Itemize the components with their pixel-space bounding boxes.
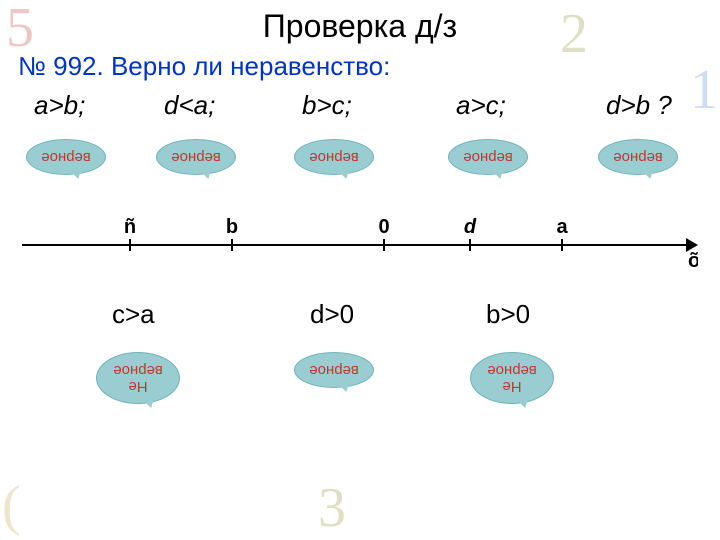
subtitle: № 992. Верно ли неравенство: [0,51,720,82]
inequality-expr: d>0 [310,299,486,330]
svg-text:d: d [464,216,477,238]
inequality-expr: a>с; [456,90,606,121]
inequality-expr: b>0 [486,299,636,330]
answer-bubble: Не верное [96,352,180,404]
svg-text:ñ: ñ [124,216,136,238]
bg-decoration: 3 [318,476,346,540]
answer-bubble: верное [294,352,374,388]
answer-bubble: верное [294,139,374,175]
inequalities-row-1: a>b;d<a;b>с;a>с;d>b ? [0,90,720,121]
answer-bubble: верное [156,139,236,175]
page-title: Проверка д/з [0,8,720,45]
answers-row-1: верное верное верное верное верное [0,139,720,175]
answer-bubble: Не верное [470,352,554,404]
svg-text:b: b [226,216,238,238]
inequality-expr: d<a; [164,90,302,121]
inequality-expr: b>с; [302,90,456,121]
inequality-expr: a>b; [34,90,164,121]
svg-text:a: a [556,216,568,238]
answers-row-2: Не верное верное Не верное [0,352,720,404]
inequalities-row-2: с>ad>0b>0 [0,299,720,330]
slide: 5213( Проверка д/з № 992. Верно ли нерав… [0,0,720,540]
answer-bubble: верное [448,139,528,175]
answer-bubble: верное [26,139,106,175]
svg-text:0: 0 [378,216,389,238]
svg-text:õ: õ [688,250,698,271]
bg-decoration: ( [2,474,21,538]
inequality-expr: с>a [112,299,310,330]
inequality-expr: d>b ? [606,90,696,121]
answer-bubble: верное [598,139,678,175]
number-line: õ ñ b 0 d a [22,207,698,271]
